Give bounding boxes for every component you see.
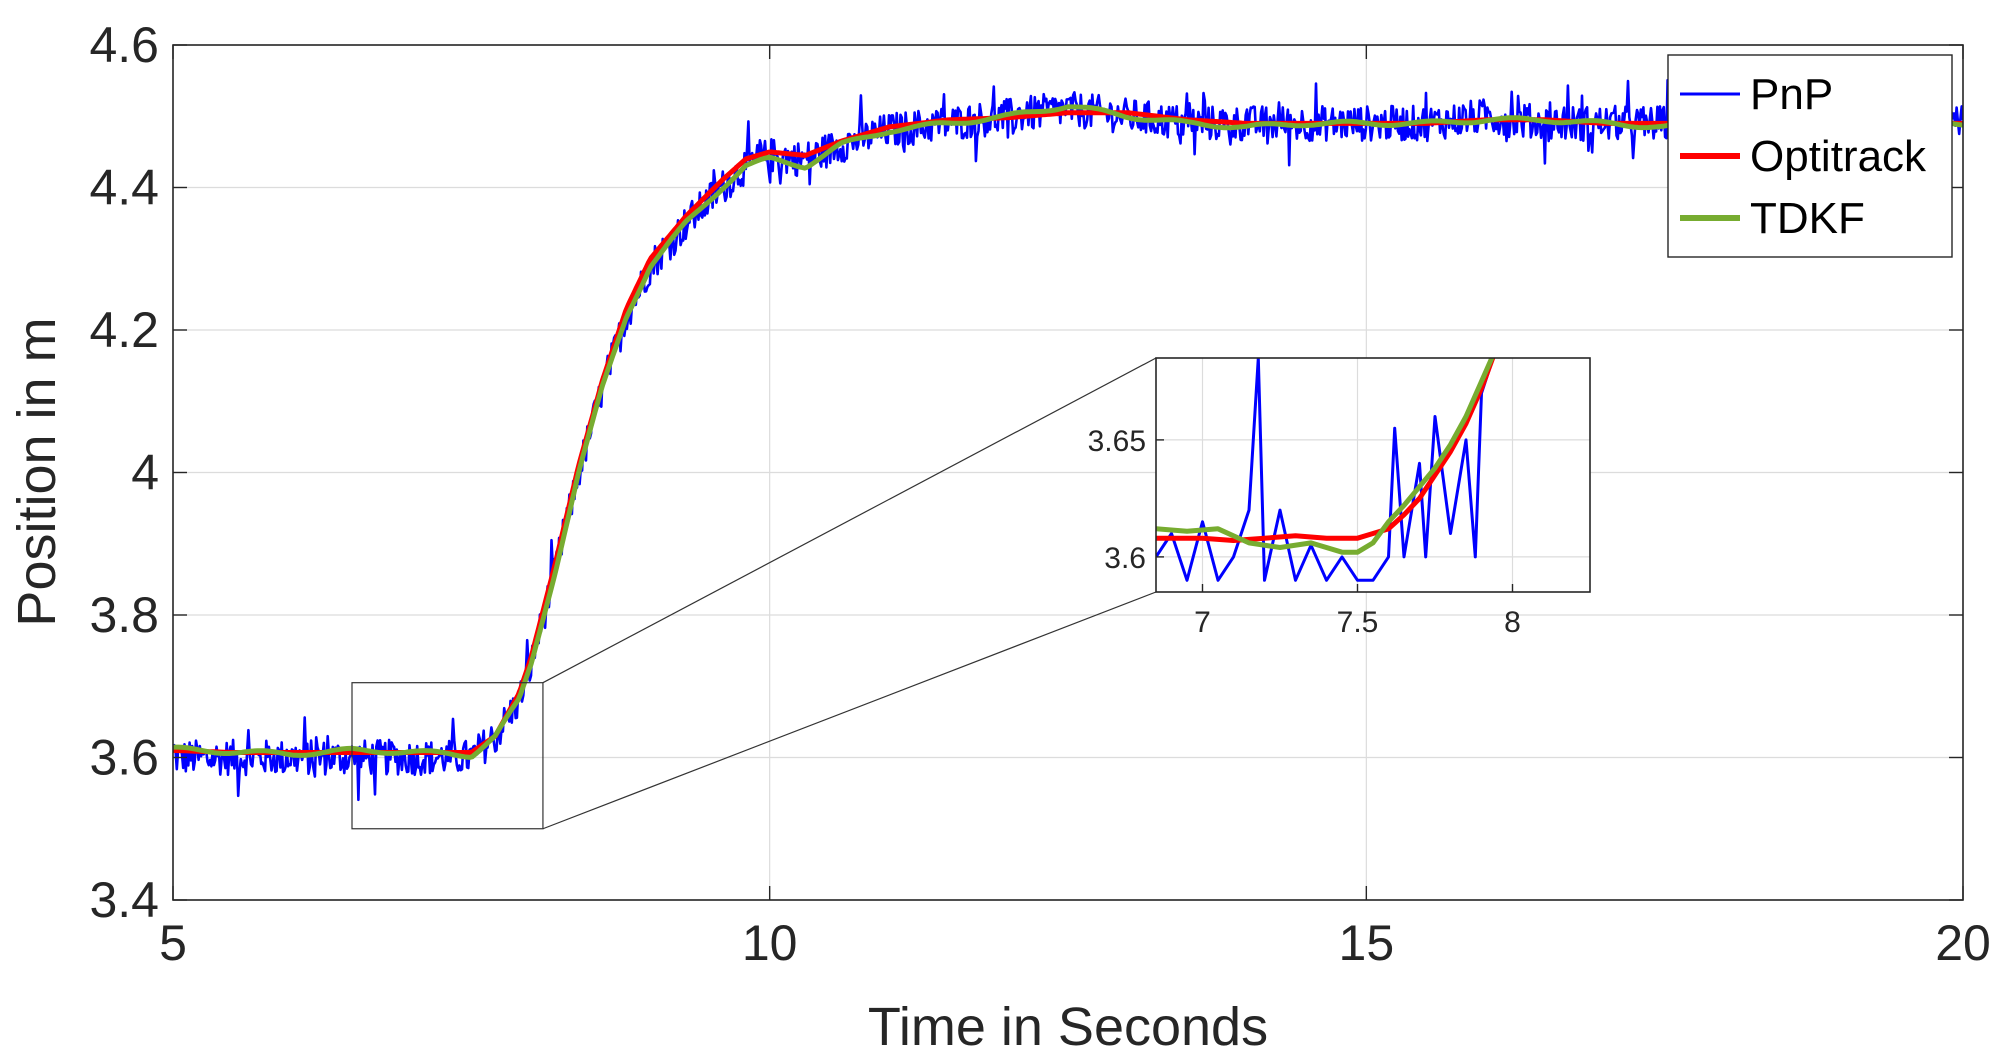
x-axis-label: Time in Seconds xyxy=(868,997,1268,1057)
y-tick-label: 3.4 xyxy=(89,872,159,928)
legend: PnP Optitrack TDKF xyxy=(1667,54,1953,258)
inset-series-line-tdkf xyxy=(1156,358,1495,555)
inset-y-tick-label: 3.6 xyxy=(1104,542,1146,575)
x-tick-label: 15 xyxy=(1339,915,1395,971)
y-tick-label: 3.8 xyxy=(89,587,159,643)
y-axis-label: Position in m xyxy=(7,317,67,626)
y-tick-label: 4.2 xyxy=(89,302,159,358)
main-axis-ticks: 5 10 15 20 3.4 3.6 3.8 4 4.2 4.4 4.6 xyxy=(89,17,1990,971)
inset-x-tick-label: 7 xyxy=(1194,606,1211,639)
inset-axis-ticks: 7 7.5 8 3.6 3.65 xyxy=(1088,425,1521,639)
x-tick-label: 5 xyxy=(159,915,187,971)
legend-label-pnp: PnP xyxy=(1750,70,1833,119)
inset-series-line-pnp xyxy=(1156,358,1495,582)
zoom-indicator xyxy=(351,357,1157,830)
y-tick-label: 4 xyxy=(131,445,159,501)
inset-axes-frame xyxy=(1155,357,1591,593)
legend-label-optitrack: Optitrack xyxy=(1750,132,1927,181)
main-plot-series xyxy=(173,78,1963,802)
inset-x-tick-label: 8 xyxy=(1504,606,1521,639)
inset-series xyxy=(1156,358,1496,582)
y-tick-label: 3.6 xyxy=(89,730,159,786)
series-line-tdkf xyxy=(173,104,1963,760)
y-tick-label: 4.6 xyxy=(89,17,159,73)
x-tick-label: 10 xyxy=(742,915,798,971)
inset-x-tick-label: 7.5 xyxy=(1337,606,1379,639)
zoom-connector-bottom xyxy=(542,591,1157,830)
zoom-connector-top xyxy=(542,357,1157,684)
y-tick-label: 4.4 xyxy=(89,160,159,216)
zoom-region-box xyxy=(351,682,544,830)
inset-y-tick-label: 3.65 xyxy=(1088,425,1146,458)
inset-background xyxy=(1156,358,1590,592)
inset-zoom-plot: 7 7.5 8 3.6 3.65 xyxy=(1088,357,1591,639)
series-line-optitrack xyxy=(173,110,1963,755)
legend-label-tdkf: TDKF xyxy=(1750,194,1865,243)
inset-grid xyxy=(1156,358,1590,592)
x-tick-label: 20 xyxy=(1935,915,1991,971)
